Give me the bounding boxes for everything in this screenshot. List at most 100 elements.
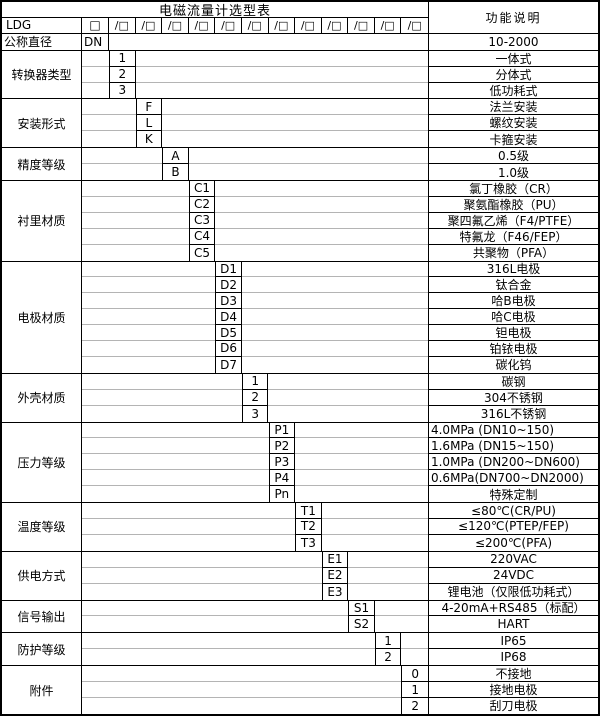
category-blocks: 转换器类型 1 一体式 2 分体式 3 低功耗式 安装形式 F 法兰安装 L 螺纹安装 K 卡箍安装 精度等… — [2, 49, 598, 714]
empty-span — [82, 584, 322, 600]
option-code-cell: A — [162, 148, 189, 165]
option-code-cell: L — [135, 115, 163, 132]
category-label: 精度等级 — [2, 148, 82, 180]
model-slot-box: /□ — [135, 17, 163, 34]
empty-span — [241, 293, 428, 310]
category-block: 精度等级 A 0.5级 B 1.0级 — [2, 147, 598, 180]
category-block: 外壳材质 1 碳钢 2 304不锈钢 3 316L不锈钢 — [2, 372, 598, 422]
empty-span — [82, 245, 189, 261]
empty-span — [109, 34, 428, 50]
option-desc-cell: 铂铱电极 — [427, 341, 598, 357]
category-label: 安装形式 — [2, 99, 82, 148]
option-desc-cell: ≤80℃(CR/PU) — [427, 503, 598, 519]
option-desc-dn: 10-2000 — [428, 33, 598, 50]
empty-span — [268, 374, 428, 390]
option-code-cell: 2 — [401, 697, 428, 714]
model-slot-box: /□ — [374, 17, 402, 34]
empty-span — [82, 341, 216, 357]
empty-span — [82, 406, 242, 422]
option-code-cell: E1 — [321, 551, 349, 568]
empty-span — [82, 229, 189, 245]
model-first-box: □ — [82, 17, 109, 34]
option-code-cell: T3 — [295, 534, 322, 551]
category-label: 外壳材质 — [2, 373, 82, 422]
category-label-dn: 公称直径 — [2, 33, 82, 50]
option-code-cell: 1 — [109, 50, 136, 67]
option-desc-cell: 特氟龙（F46/FEP） — [427, 228, 598, 245]
option-desc-cell: 刮刀电极 — [427, 697, 598, 714]
empty-span — [295, 454, 428, 471]
empty-span — [215, 245, 428, 261]
empty-span — [82, 131, 136, 147]
empty-span — [82, 390, 242, 406]
option-desc-cell: 316L电极 — [427, 261, 598, 278]
option-desc-cell: 哈B电极 — [427, 293, 598, 310]
option-code-cell: E2 — [321, 567, 349, 584]
category-label: 衬里材质 — [2, 180, 82, 261]
empty-span — [321, 519, 428, 535]
option-desc-cell: 4-20mA+RS485（标配） — [427, 600, 598, 617]
empty-span — [82, 374, 242, 390]
empty-span — [82, 486, 269, 502]
empty-span — [82, 83, 109, 99]
option-desc-cell: 304不锈钢 — [427, 389, 598, 406]
option-desc-cell: 特殊定制 — [427, 486, 598, 503]
empty-span — [162, 99, 428, 116]
table-header: 电磁流量计选型表 功能说明 LDG □ /□/□/□/□/□/□/□/□/□/□… — [2, 2, 598, 50]
empty-span — [82, 115, 136, 132]
option-desc-cell: 聚四氟乙烯（F4/PTFE） — [427, 212, 598, 229]
option-code-cell: 2 — [241, 389, 269, 406]
option-desc-cell: 0.6MPa(DN700~DN2000) — [427, 470, 598, 487]
category-label: 电极材质 — [2, 261, 82, 373]
empty-span — [82, 503, 296, 519]
category-block: 衬里材质 C1 氯丁橡胶（CR） C2 聚氨酯橡胶（PU） C3 聚四氟乙烯（F4/PTFE… — [2, 179, 598, 261]
model-slot-box: /□ — [321, 17, 349, 34]
empty-span — [82, 666, 402, 683]
category-label: 附件 — [2, 666, 82, 714]
option-code-cell: P2 — [268, 438, 296, 455]
empty-span — [322, 535, 428, 551]
option-code-cell: F — [135, 99, 163, 116]
empty-span — [82, 633, 375, 650]
empty-span — [348, 552, 428, 568]
empty-span — [82, 164, 162, 180]
option-desc-cell: 螺纹安装 — [427, 115, 598, 132]
empty-span — [82, 454, 269, 471]
empty-span — [295, 470, 428, 487]
option-desc-cell: HART — [427, 616, 598, 633]
option-desc-cell: IP65 — [427, 633, 598, 650]
option-desc-cell: 碳化钨 — [427, 356, 598, 373]
option-code-cell: 1 — [401, 682, 428, 698]
empty-span — [348, 568, 428, 584]
option-desc-cell: ≤200℃(PFA) — [427, 534, 598, 551]
category-label: 压力等级 — [2, 422, 82, 503]
empty-span — [82, 616, 348, 632]
option-code-cell: D2 — [215, 277, 242, 294]
option-desc-cell: ≤120℃(PTEP/FEP) — [427, 519, 598, 535]
option-desc-cell: 1.6MPa (DN15~150) — [427, 438, 598, 455]
category-block: 安装形式 F 法兰安装 L 螺纹安装 K 卡箍安装 — [2, 98, 598, 148]
empty-span — [82, 51, 109, 67]
empty-span — [82, 535, 295, 551]
empty-span — [348, 584, 428, 600]
empty-span — [241, 341, 428, 357]
category-label: 转换器类型 — [2, 50, 82, 99]
option-desc-cell: 聚氨酯橡胶（PU） — [427, 196, 598, 213]
option-desc-cell: 4.0MPa (DN10~150) — [427, 422, 598, 439]
option-desc-cell: 哈C电极 — [427, 309, 598, 326]
category-block: 压力等级 P1 4.0MPa (DN10~150) P2 1.6MPa (DN15~15… — [2, 421, 598, 503]
option-desc-cell: 316L不锈钢 — [427, 405, 598, 422]
model-slot-box: /□ — [401, 18, 428, 34]
empty-span — [135, 67, 428, 83]
option-code-cell: 1 — [241, 373, 269, 390]
option-desc-cell: 钽电极 — [427, 325, 598, 342]
empty-span — [321, 503, 428, 519]
option-code-cell: C5 — [188, 244, 216, 261]
option-code-cell: K — [135, 131, 163, 148]
empty-span — [295, 423, 428, 439]
empty-span — [82, 67, 109, 83]
empty-span — [295, 438, 428, 455]
option-code-cell: C2 — [188, 196, 216, 213]
category-block: 温度等级 T1 ≤80℃(CR/PU) T2 ≤120℃(PTEP/FEP) T3 ≤200… — [2, 502, 598, 551]
function-column-header: 功能说明 — [428, 2, 598, 34]
